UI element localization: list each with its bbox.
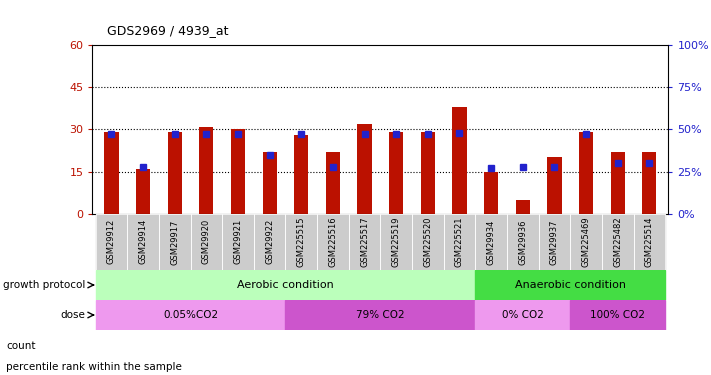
Bar <box>547 158 562 214</box>
Text: GSM29936: GSM29936 <box>518 219 528 265</box>
Bar <box>358 124 372 214</box>
Bar <box>389 132 403 214</box>
Bar <box>191 214 222 270</box>
Text: GSM29922: GSM29922 <box>265 219 274 264</box>
Bar <box>326 152 340 214</box>
Bar <box>95 300 285 330</box>
Text: GSM225482: GSM225482 <box>613 216 622 267</box>
Text: GSM225515: GSM225515 <box>296 217 306 267</box>
Bar <box>570 214 602 270</box>
Bar <box>254 214 285 270</box>
Bar <box>476 300 570 330</box>
Text: count: count <box>6 341 36 351</box>
Text: GSM29921: GSM29921 <box>233 219 242 264</box>
Text: GSM225514: GSM225514 <box>645 217 654 267</box>
Bar <box>602 214 634 270</box>
Bar <box>127 214 159 270</box>
Text: 0% CO2: 0% CO2 <box>502 310 544 320</box>
Bar <box>231 129 245 214</box>
Bar <box>570 214 602 270</box>
Bar <box>602 214 634 270</box>
Bar <box>262 152 277 214</box>
Bar <box>254 214 285 270</box>
Text: GSM29934: GSM29934 <box>486 219 496 265</box>
Bar <box>222 214 254 270</box>
Text: Aerobic condition: Aerobic condition <box>237 280 334 290</box>
Text: GSM29914: GSM29914 <box>139 219 148 264</box>
Bar <box>539 214 570 270</box>
Bar <box>285 300 476 330</box>
Text: GSM29912: GSM29912 <box>107 219 116 264</box>
Bar <box>127 214 159 270</box>
Text: 100% CO2: 100% CO2 <box>590 310 645 320</box>
Bar <box>452 107 466 214</box>
Bar <box>515 200 530 214</box>
Bar <box>348 214 380 270</box>
Bar <box>579 132 593 214</box>
Text: GDS2969 / 4939_at: GDS2969 / 4939_at <box>107 24 228 38</box>
Bar <box>539 214 570 270</box>
Bar <box>95 270 476 300</box>
Bar <box>444 214 476 270</box>
Bar <box>634 214 665 270</box>
Text: percentile rank within the sample: percentile rank within the sample <box>6 362 182 372</box>
Bar <box>412 214 444 270</box>
Bar <box>136 169 150 214</box>
Bar <box>476 270 665 300</box>
Bar <box>285 214 317 270</box>
Bar <box>611 152 625 214</box>
Text: Anaerobic condition: Anaerobic condition <box>515 280 626 290</box>
Text: dose: dose <box>60 310 85 320</box>
Bar <box>507 214 539 270</box>
Text: GSM29920: GSM29920 <box>202 219 211 264</box>
Text: GSM225469: GSM225469 <box>582 216 591 267</box>
Bar <box>285 214 317 270</box>
Text: GSM225516: GSM225516 <box>328 216 338 267</box>
Bar <box>159 214 191 270</box>
Text: GSM225520: GSM225520 <box>423 217 432 267</box>
Text: growth protocol: growth protocol <box>3 280 85 290</box>
Bar <box>484 172 498 214</box>
Bar <box>642 152 656 214</box>
Bar <box>294 135 309 214</box>
Bar <box>634 214 665 270</box>
Bar <box>168 132 182 214</box>
Text: GSM29937: GSM29937 <box>550 219 559 265</box>
Text: GSM29917: GSM29917 <box>170 219 179 265</box>
Bar <box>199 127 213 214</box>
Bar <box>507 214 539 270</box>
Bar <box>380 214 412 270</box>
Bar <box>95 214 127 270</box>
Bar <box>570 300 665 330</box>
Text: 0.05%CO2: 0.05%CO2 <box>163 310 218 320</box>
Bar <box>444 214 476 270</box>
Text: GSM225519: GSM225519 <box>392 217 401 267</box>
Bar <box>412 214 444 270</box>
Bar <box>105 132 119 214</box>
Bar <box>348 214 380 270</box>
Bar <box>317 214 348 270</box>
Bar <box>95 214 127 270</box>
Text: 79% CO2: 79% CO2 <box>356 310 405 320</box>
Bar <box>421 132 435 214</box>
Bar <box>476 214 507 270</box>
Bar <box>191 214 222 270</box>
Bar <box>317 214 348 270</box>
Bar <box>159 214 191 270</box>
Bar <box>222 214 254 270</box>
Bar <box>476 214 507 270</box>
Text: GSM225517: GSM225517 <box>360 216 369 267</box>
Text: GSM225521: GSM225521 <box>455 217 464 267</box>
Bar <box>380 214 412 270</box>
